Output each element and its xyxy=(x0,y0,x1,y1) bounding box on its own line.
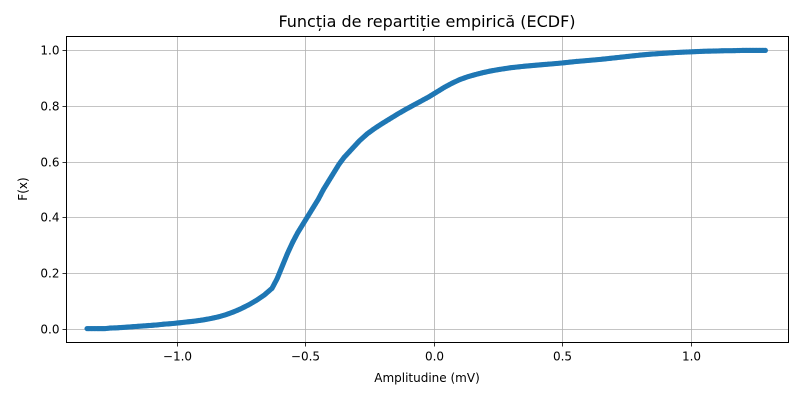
x-tick-label: 1.0 xyxy=(682,350,701,364)
x-tick-label: 0.5 xyxy=(553,350,572,364)
y-tick-label: 0.6 xyxy=(40,156,59,170)
x-tick-label: −1.0 xyxy=(163,350,192,364)
y-tick-label: 1.0 xyxy=(40,44,59,58)
x-tick-label: 0.0 xyxy=(425,350,444,364)
y-tick-label: 0.0 xyxy=(40,323,59,337)
y-axis-ticks: 0.0 0.2 0.4 0.6 0.8 1.0 xyxy=(40,44,67,337)
data-points xyxy=(84,47,768,332)
y-tick-label: 0.2 xyxy=(40,267,59,281)
y-tick-label: 0.8 xyxy=(40,100,59,114)
x-tick-label: −0.5 xyxy=(291,350,320,364)
data-point xyxy=(762,47,768,54)
x-axis-ticks: −1.0 −0.5 0.0 0.5 1.0 xyxy=(163,342,701,364)
x-axis-label: Amplitudine (mV) xyxy=(374,371,480,385)
chart-title: Funcția de repartiție empirică (ECDF) xyxy=(278,12,575,31)
y-axis-label: F(x) xyxy=(16,177,30,200)
y-tick-label: 0.4 xyxy=(40,211,59,225)
grid-lines xyxy=(66,36,789,343)
plot-frame xyxy=(66,36,789,343)
